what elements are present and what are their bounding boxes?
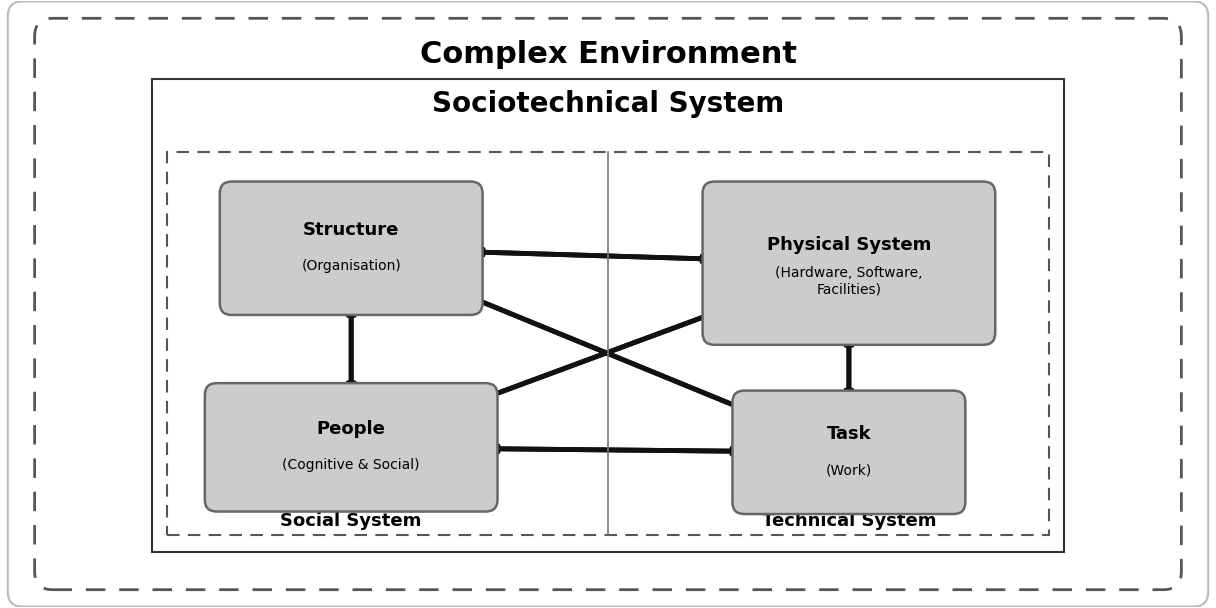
FancyBboxPatch shape — [204, 383, 497, 511]
Text: (Hardware, Software,
Facilities): (Hardware, Software, Facilities) — [775, 266, 923, 296]
Text: (Cognitive & Social): (Cognitive & Social) — [282, 458, 420, 472]
Text: Sociotechnical System: Sociotechnical System — [432, 90, 784, 118]
Text: (Work): (Work) — [826, 463, 872, 477]
FancyBboxPatch shape — [703, 182, 995, 345]
FancyBboxPatch shape — [152, 79, 1064, 552]
Text: Structure: Structure — [303, 221, 399, 240]
Text: People: People — [316, 420, 385, 438]
Text: Task: Task — [827, 426, 871, 443]
Text: Complex Environment: Complex Environment — [420, 40, 796, 69]
Text: Physical System: Physical System — [767, 237, 931, 254]
FancyBboxPatch shape — [34, 18, 1182, 590]
Text: (Organisation): (Organisation) — [302, 259, 401, 273]
Text: Technical System: Technical System — [761, 512, 936, 530]
FancyBboxPatch shape — [220, 182, 483, 315]
FancyBboxPatch shape — [732, 390, 966, 514]
Text: Social System: Social System — [281, 512, 422, 530]
FancyBboxPatch shape — [7, 1, 1209, 607]
